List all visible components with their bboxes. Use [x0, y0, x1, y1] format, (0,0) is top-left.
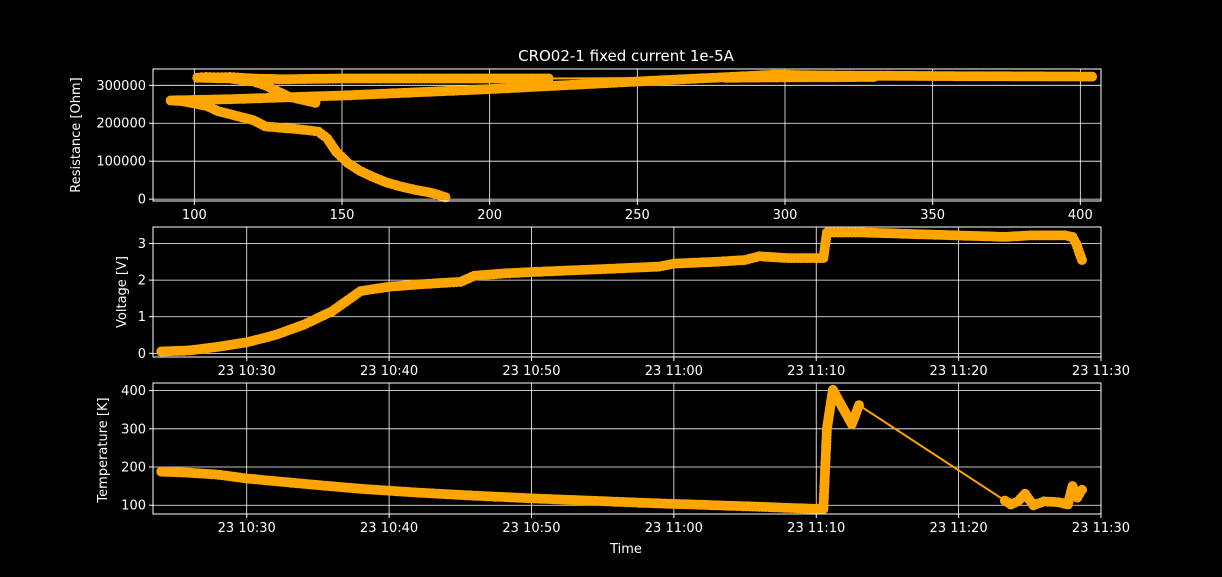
resistance-x-tick-label: 200	[477, 208, 502, 223]
temperature-series-line	[161, 388, 1083, 510]
resistance-axes: 100 150 200 250 300 350 400 0 100000 200000 300000	[96, 68, 1102, 223]
resistance-y-tick-label: 100000	[96, 155, 146, 170]
voltage-y-tick-label: 0	[138, 347, 146, 362]
voltage-y-tick-label: 3	[138, 237, 146, 252]
voltage-y-tick-label: 1	[138, 310, 146, 325]
resistance-y-tick-label: 300000	[96, 79, 146, 94]
voltage-x-tick-label: 23 10:40	[360, 364, 418, 379]
resistance-markers	[165, 69, 1098, 203]
resistance-x-tick-label: 100	[182, 208, 207, 223]
y-axis-label-resistance: Resistance [Ohm]	[69, 77, 84, 192]
temperature-y-tick-label: 100	[121, 499, 146, 514]
resistance-y-tick-label: 0	[138, 193, 146, 208]
y-axis-label-voltage: Voltage [V]	[115, 256, 130, 328]
voltage-axes: 23 10:30 23 10:40 23 10:50 23 11:00 23 11:10…	[138, 226, 1130, 379]
temperature-x-tick-label: 23 11:00	[645, 521, 703, 536]
resistance-x-tick-label: 150	[330, 208, 355, 223]
temperature-data-point	[1074, 488, 1085, 499]
temperature-markers	[156, 384, 1087, 514]
temperature-y-tick-label: 200	[121, 461, 146, 476]
voltage-y-tick-label: 2	[138, 274, 146, 289]
resistance-data-point	[293, 124, 304, 135]
voltage-series-line	[161, 231, 1083, 353]
voltage-data-point	[843, 227, 854, 238]
temperature-x-tick-label: 23 10:50	[502, 521, 560, 536]
resistance-y-tick-label: 200000	[96, 117, 146, 132]
voltage-markers	[156, 227, 1087, 357]
resistance-x-tick-label: 400	[1068, 208, 1093, 223]
voltage-data-point	[1075, 251, 1086, 262]
resistance-data-point	[305, 125, 316, 136]
voltage-frame	[152, 226, 1102, 358]
temperature-y-tick-label: 300	[121, 422, 146, 437]
resistance-x-tick-label: 300	[773, 208, 798, 223]
voltage-x-tick-label: 23 10:30	[218, 364, 276, 379]
temperature-x-tick-label: 23 11:10	[787, 521, 845, 536]
chart-title: CRO02-1 fixed current 1e-5A	[518, 47, 735, 65]
voltage-data-point	[825, 227, 836, 238]
resistance-data-point	[307, 97, 318, 108]
y-axis-label-temperature: Temperature [K]	[96, 397, 111, 503]
voltage-x-tick-label: 23 11:00	[645, 364, 703, 379]
resistance-data-point	[723, 72, 734, 83]
voltage-x-tick-label: 23 11:20	[930, 364, 988, 379]
temperature-data-point	[852, 403, 863, 414]
voltage-x-tick-label: 23 11:30	[1072, 364, 1130, 379]
resistance-x-tick-label: 250	[625, 208, 650, 223]
temperature-x-tick-label: 23 11:30	[1072, 521, 1130, 536]
voltage-x-tick-label: 23 11:10	[787, 364, 845, 379]
temperature-frame	[152, 382, 1102, 515]
temperature-x-tick-label: 23 10:30	[218, 521, 276, 536]
resistance-frame	[152, 68, 1102, 202]
resistance-data-point	[278, 123, 289, 134]
temperature-x-tick-label: 23 11:20	[930, 521, 988, 536]
temperature-axes: 23 10:30 23 10:40 23 10:50 23 11:00 23 11:10…	[121, 382, 1130, 536]
resistance-x-tick-label: 350	[920, 208, 945, 223]
resistance-data-point	[1084, 71, 1095, 82]
voltage-x-tick-label: 23 10:50	[502, 364, 560, 379]
temperature-y-tick-label: 400	[121, 384, 146, 399]
temperature-x-tick-label: 23 10:40	[360, 521, 418, 536]
x-axis-label-time: Time	[609, 542, 642, 557]
